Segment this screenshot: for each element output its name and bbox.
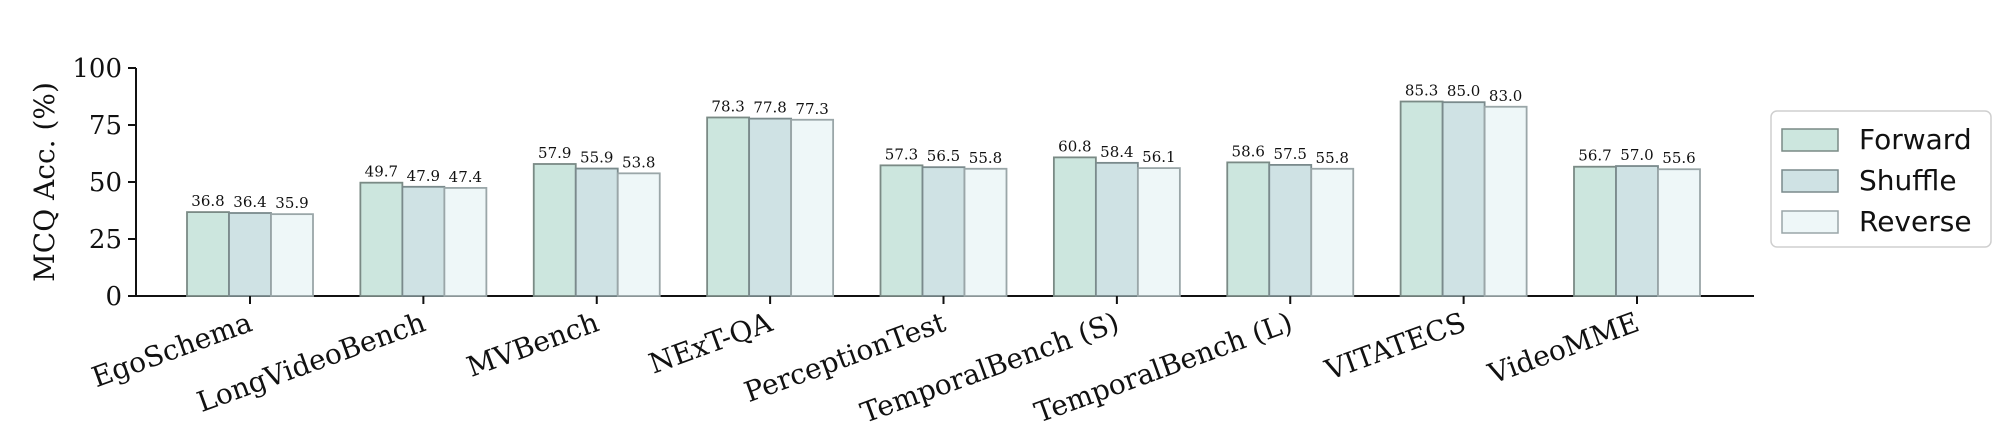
bar-value-label: 78.3 <box>711 97 744 115</box>
bar-value-label: 57.0 <box>1620 146 1653 164</box>
bar-reverse <box>443 187 488 297</box>
bar-value-label: 55.8 <box>969 149 1002 167</box>
y-tick-label: 100 <box>72 54 122 84</box>
bar-value-label: 58.6 <box>1232 142 1265 160</box>
x-tick-label: MVBench <box>462 306 603 384</box>
bar-value-label: 55.8 <box>1316 149 1349 167</box>
legend-label-reverse: Reverse <box>1859 205 1972 238</box>
bar-forward <box>1573 165 1617 297</box>
bar-value-label: 57.3 <box>885 145 918 163</box>
y-tick-label: 50 <box>89 168 122 198</box>
bar-shuffle <box>401 185 446 297</box>
bar-forward <box>532 163 577 297</box>
bar-shuffle <box>228 212 272 297</box>
bar-shuffle <box>748 117 793 297</box>
y-tick-label: 0 <box>105 282 122 312</box>
value-labels: 36.8 36.4 35.9 49.7 47.9 47.4 57.9 55.9 53.8 78.3… <box>191 82 1695 213</box>
bar-reverse <box>1483 105 1528 297</box>
bar-value-label: 85.3 <box>1405 82 1438 100</box>
bar-shuffle <box>1268 163 1313 297</box>
bar-value-label: 77.3 <box>795 100 828 118</box>
bar-value-label: 56.1 <box>1142 148 1175 166</box>
legend-label-forward: Forward <box>1859 123 1972 156</box>
bar-reverse <box>1136 167 1181 297</box>
bar-value-label: 35.9 <box>275 194 308 212</box>
x-tick-label: NExT-QA <box>645 305 778 380</box>
bar-value-label: 57.5 <box>1274 145 1307 163</box>
y-axis-tick-labels: 0 25 50 75 100 <box>72 54 136 312</box>
y-tick-label: 25 <box>89 225 122 255</box>
bar-value-label: 77.8 <box>753 99 786 117</box>
legend-swatch-reverse <box>1781 210 1839 234</box>
y-axis-label: MCQ Acc. (%) <box>28 82 61 282</box>
bar-forward <box>1052 156 1097 297</box>
bar-value-label: 49.7 <box>365 163 398 181</box>
bars <box>186 100 1701 297</box>
bar-shuffle <box>1615 165 1659 297</box>
bar-forward <box>1226 161 1271 297</box>
bar-value-label: 56.5 <box>927 147 960 165</box>
bar-forward <box>1399 100 1444 297</box>
bar-forward <box>706 116 751 297</box>
bar-forward <box>879 164 924 297</box>
bar-value-label: 47.4 <box>449 168 482 186</box>
bar-reverse <box>616 172 661 297</box>
bar-shuffle <box>1441 101 1486 297</box>
bar-shuffle <box>921 166 966 297</box>
bar-reverse <box>1310 167 1355 297</box>
bar-value-label: 56.7 <box>1578 147 1611 165</box>
bar-shuffle <box>574 167 619 297</box>
bar-value-label: 83.0 <box>1489 87 1522 105</box>
bar-reverse <box>270 213 314 297</box>
bar-shuffle <box>1094 161 1139 297</box>
bar-value-label: 60.8 <box>1058 137 1091 155</box>
bar-forward <box>186 211 230 297</box>
bar-value-label: 57.9 <box>538 144 571 162</box>
bar-forward <box>359 181 404 297</box>
legend-swatch-shuffle <box>1781 169 1839 193</box>
bar-value-label: 55.6 <box>1662 149 1695 167</box>
bar-reverse <box>790 118 835 297</box>
bar-value-label: 85.0 <box>1447 82 1480 100</box>
bar-value-label: 55.9 <box>580 149 613 167</box>
x-tick-label: VideoMME <box>1483 306 1644 391</box>
bar-reverse <box>1657 168 1701 297</box>
bar-value-label: 36.8 <box>191 192 224 210</box>
y-tick-label: 75 <box>89 111 122 141</box>
legend: Forward Shuffle Reverse <box>1770 110 1992 248</box>
bar-reverse <box>963 167 1008 297</box>
bar-value-label: 58.4 <box>1100 143 1133 161</box>
legend-label-shuffle: Shuffle <box>1859 164 1957 197</box>
bar-value-label: 36.4 <box>233 193 266 211</box>
x-tick-label: VITATECS <box>1320 306 1470 388</box>
legend-swatch-forward <box>1781 128 1839 152</box>
bar-value-label: 53.8 <box>622 153 655 171</box>
bar-value-label: 47.9 <box>407 167 440 185</box>
